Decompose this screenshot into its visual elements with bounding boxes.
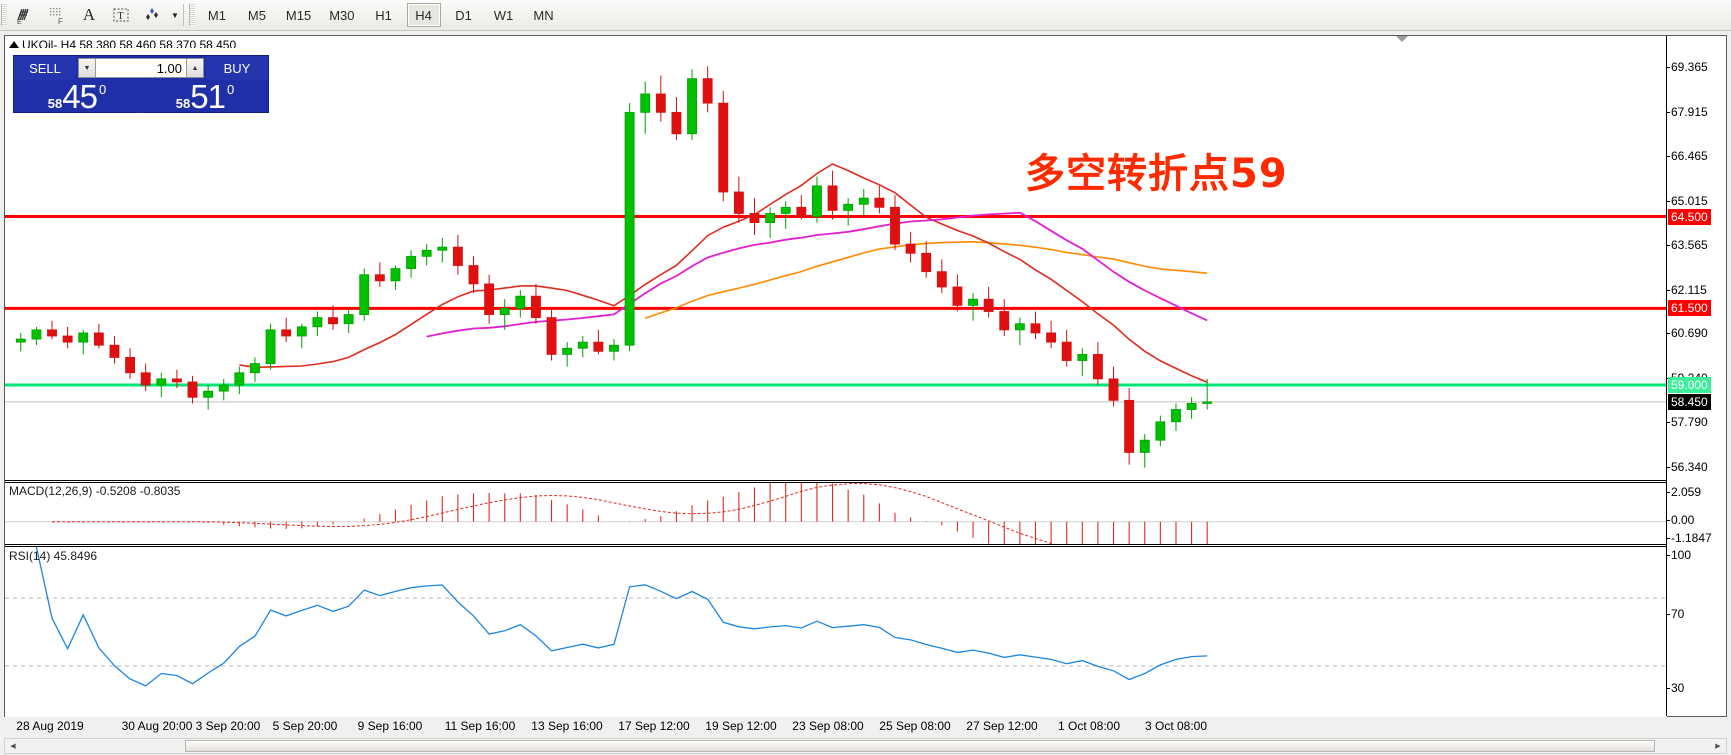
timeframe-button-m15[interactable]: M15 bbox=[285, 7, 312, 23]
time-tick-10: 25 Sep 08:00 bbox=[879, 719, 951, 733]
volume-input[interactable]: 1.00 bbox=[156, 60, 182, 76]
scrollbar-thumb[interactable] bbox=[185, 740, 1655, 752]
toolbar-grip[interactable] bbox=[1, 4, 7, 26]
macd-pane[interactable] bbox=[5, 483, 1667, 544]
price-tick-63-565: 63.565 bbox=[1667, 238, 1708, 253]
price-level-label-59-000[interactable]: 59.000 bbox=[1668, 377, 1711, 394]
sell-price-tile[interactable]: 58 45 0 bbox=[14, 80, 140, 113]
pane-divider-1b bbox=[5, 482, 1667, 483]
timeframe-button-m1[interactable]: M1 bbox=[207, 7, 226, 23]
sell-price-fraction: 0 bbox=[98, 82, 107, 97]
rsi-chart-svg bbox=[5, 547, 1667, 687]
objects-icon[interactable] bbox=[138, 2, 168, 28]
chart-expand-icon[interactable] bbox=[9, 41, 19, 48]
timeframe-button-mn[interactable]: MN bbox=[533, 7, 554, 23]
horizontal-scrollbar[interactable]: ◀ ▶ bbox=[4, 738, 1727, 754]
timeframe-button-m5[interactable]: M5 bbox=[247, 7, 266, 23]
sell-price-prefix: 58 bbox=[47, 96, 63, 111]
main-toolbar: E F A T ▼ M1 M5 M15 M30 H1 H4 D1 W1 MN bbox=[0, 0, 1731, 31]
octp-controls-row: SELL ▼ 1.00 ▲ BUY bbox=[14, 56, 268, 80]
macd-tick-000: 0.00 bbox=[1666, 513, 1695, 527]
octp-price-row: 58 45 0 58 51 0 bbox=[14, 80, 268, 113]
timeframe-button-h1[interactable]: H1 bbox=[375, 7, 392, 23]
svg-text:E: E bbox=[17, 19, 22, 25]
rsi-tick-70: 70 bbox=[1666, 607, 1685, 621]
rsi-indicator-label[interactable]: RSI(14) 45.8496 bbox=[9, 549, 98, 563]
price-tick-65-015: 65.015 bbox=[1667, 193, 1708, 208]
buy-price-fraction: 0 bbox=[226, 82, 235, 97]
timeframe-button-w1[interactable]: W1 bbox=[493, 7, 514, 23]
time-tick-13: 3 Oct 08:00 bbox=[1144, 719, 1208, 733]
price-level-label-58-450[interactable]: 58.450 bbox=[1668, 393, 1711, 410]
price-level-label-61-500[interactable]: 61.500 bbox=[1668, 300, 1711, 317]
macd-tick-11847: -1.1847 bbox=[1667, 531, 1712, 545]
price-pane[interactable] bbox=[5, 48, 1667, 480]
pane-divider-2b bbox=[5, 546, 1667, 547]
time-tick-0: 28 Aug 2019 bbox=[16, 719, 84, 733]
macd-indicator-label[interactable]: MACD(12,26,9) -0.5208 -0.8035 bbox=[9, 484, 181, 498]
volume-decrement-button[interactable]: ▼ bbox=[79, 59, 96, 77]
time-tick-4: 9 Sep 16:00 bbox=[357, 719, 423, 733]
text-label-icon[interactable]: T bbox=[106, 2, 136, 28]
price-tick-62-115: 62.115 bbox=[1667, 282, 1707, 297]
price-chart-svg bbox=[5, 66, 1667, 468]
sell-button[interactable]: SELL bbox=[14, 56, 76, 80]
sell-price-main: 45 bbox=[62, 78, 98, 115]
price-tick-56-340: 56.340 bbox=[1667, 459, 1708, 474]
price-level-label-64-500[interactable]: 64.500 bbox=[1668, 208, 1711, 225]
timeframe-button-m30[interactable]: M30 bbox=[329, 7, 355, 23]
time-tick-12: 1 Oct 08:00 bbox=[1057, 719, 1121, 733]
volume-increment-button[interactable]: ▲ bbox=[186, 59, 203, 77]
time-tick-2: 3 Sep 20:00 bbox=[195, 719, 261, 733]
time-tick-6: 13 Sep 16:00 bbox=[531, 719, 603, 733]
time-tick-5: 11 Sep 16:00 bbox=[444, 719, 516, 733]
buy-button[interactable]: BUY bbox=[206, 56, 268, 80]
time-tick-7: 17 Sep 12:00 bbox=[618, 719, 690, 733]
time-tick-3: 5 Sep 20:00 bbox=[272, 719, 338, 733]
time-tick-9: 23 Sep 08:00 bbox=[792, 719, 864, 733]
time-axis[interactable]: 28 Aug 2019 30 Aug 20:00 3 Sep 20:00 5 Sep … bbox=[4, 717, 1727, 737]
templates-icon[interactable]: F bbox=[42, 2, 72, 28]
svg-text:F: F bbox=[58, 17, 63, 25]
timeframe-button-h4[interactable]: H4 bbox=[406, 3, 441, 27]
timeframe-grip[interactable] bbox=[188, 4, 195, 26]
price-tick-57-790: 57.790 bbox=[1667, 415, 1708, 430]
indicators-icon[interactable]: E bbox=[10, 2, 40, 28]
price-tick-60-690: 60.690 bbox=[1667, 326, 1708, 341]
timeframe-group: M1 M5 M15 M30 H1 H4 D1 W1 MN bbox=[197, 3, 564, 27]
svg-text:T: T bbox=[118, 11, 124, 22]
time-tick-8: 19 Sep 12:00 bbox=[705, 719, 777, 733]
volume-stepper[interactable]: ▼ 1.00 ▲ bbox=[78, 58, 204, 78]
macd-chart-svg bbox=[5, 483, 1667, 544]
one-click-trading-panel[interactable]: SELL ▼ 1.00 ▲ BUY 58 45 0 58 51 0 bbox=[13, 55, 269, 113]
price-tick-66-465: 66.465 bbox=[1667, 149, 1708, 164]
rsi-tick-100: 100 bbox=[1666, 548, 1692, 562]
rsi-tick-30: 30 bbox=[1666, 681, 1685, 695]
chart-window[interactable]: UKOil-,H4 58.380 58.460 58.370 58.450 SE… bbox=[4, 35, 1727, 717]
pane-divider-1[interactable] bbox=[5, 480, 1667, 481]
buy-price-tile[interactable]: 58 51 0 bbox=[140, 80, 268, 113]
price-tick-67-915: 67.915 bbox=[1667, 104, 1708, 119]
text-tool-icon[interactable]: A bbox=[82, 5, 96, 24]
time-tick-11: 27 Sep 12:00 bbox=[966, 719, 1038, 733]
buy-price-main: 51 bbox=[190, 78, 226, 115]
price-tick-69-365: 69.365 bbox=[1667, 60, 1708, 75]
time-tick-1: 30 Aug 20:00 bbox=[121, 719, 193, 733]
rsi-pane[interactable] bbox=[5, 547, 1667, 717]
toolbar-separator bbox=[182, 4, 184, 26]
chart-collapse-icon[interactable] bbox=[1396, 36, 1408, 42]
price-scale[interactable]: 69.365 67.915 66.465 65.015 63.565 62.115 60.6… bbox=[1666, 36, 1726, 716]
scroll-right-arrow[interactable]: ▶ bbox=[1715, 743, 1721, 750]
scroll-left-arrow[interactable]: ◀ bbox=[10, 743, 16, 750]
macd-tick-2059: 2.059 bbox=[1666, 485, 1702, 499]
objects-dropdown-caret[interactable]: ▼ bbox=[171, 10, 179, 20]
buy-price-prefix: 58 bbox=[175, 96, 191, 111]
pane-divider-2[interactable] bbox=[5, 544, 1667, 545]
chart-annotation-text: 多空转折点59 bbox=[1025, 151, 1288, 197]
timeframe-button-d1[interactable]: D1 bbox=[455, 7, 472, 23]
